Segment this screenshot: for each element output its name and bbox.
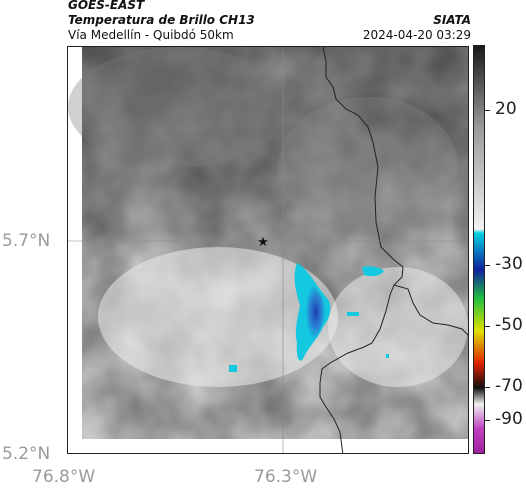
datetime-label: 2024-04-20 03:29 (362, 28, 471, 42)
lon-label-76-3: 76.3°W (254, 467, 318, 487)
colorbar-tick (485, 420, 490, 421)
satellite-source: GOES-EAST (68, 0, 145, 12)
colorbar-tick (485, 387, 490, 388)
colorbar-tick-label: 20 (495, 99, 517, 119)
colorbar-tick-label: -70 (495, 376, 523, 396)
product-title: Temperatura de Brillo CH13 (68, 13, 255, 27)
colorbar-tick-label: -30 (495, 254, 523, 274)
colorbar-tick (485, 326, 490, 327)
colorbar-tick-label: -50 (495, 315, 523, 335)
cold-cloud-small (347, 312, 359, 316)
brightness-temperature-map: ★ (68, 47, 468, 453)
cool-region (278, 97, 458, 237)
cold-cloud-small (386, 354, 389, 358)
border-line (393, 284, 468, 336)
cold-cloud-small (229, 365, 237, 372)
star-marker: ★ (257, 235, 269, 250)
border-line (319, 47, 404, 453)
cold-cloud-core (305, 283, 326, 341)
organization-label: SIATA (433, 13, 471, 27)
lat-label-5-2: 5.2°N (2, 444, 51, 464)
colorbar-tick (485, 265, 490, 266)
warm-region (98, 247, 338, 387)
colorbar (473, 45, 485, 454)
map-panel[interactable]: ★ (67, 46, 469, 454)
cool-region (68, 47, 288, 167)
lon-label-76-8: 76.8°W (32, 467, 96, 487)
warm-region (328, 267, 468, 387)
region-label: Vía Medellín - Quibdó 50km (68, 28, 234, 42)
colorbar-tick (485, 110, 490, 111)
cold-cloud-small (362, 266, 384, 277)
lat-label-5-7: 5.7°N (2, 231, 51, 251)
colorbar-tick-label: -90 (495, 409, 523, 429)
